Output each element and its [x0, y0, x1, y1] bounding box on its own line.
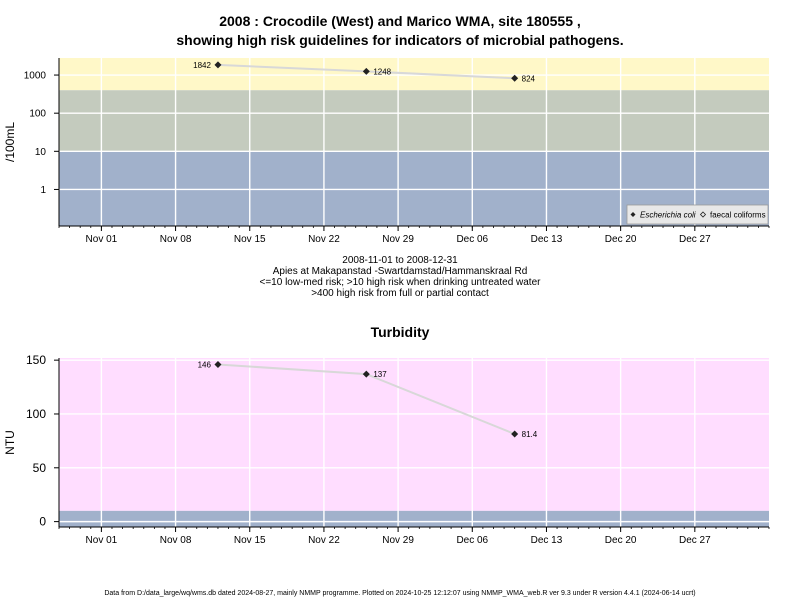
- y-tick-label: 150: [26, 353, 46, 367]
- x-tick-label: Nov 08: [160, 535, 192, 546]
- panel-1: Nov 01 Nov 08 Nov 15 Nov 22 Nov 29 Dec 06 Dec …: [3, 58, 770, 245]
- data-point: [511, 430, 519, 438]
- risk-band: [59, 510, 769, 527]
- data-label: 1842: [193, 61, 211, 70]
- turbidity-title: Turbidity: [370, 324, 430, 340]
- x-tick-label: Nov 01: [86, 535, 118, 546]
- y-tick-label: 0: [39, 515, 46, 529]
- legend: Escherichia coli faecal coliforms: [626, 204, 769, 225]
- data-point: [362, 67, 370, 75]
- data-label: 146: [198, 360, 212, 369]
- x-tick-label: Dec 13: [531, 535, 563, 546]
- data-label: 137: [373, 370, 387, 379]
- chart-title-line2: showing high risk guidelines for indicat…: [176, 32, 624, 48]
- x-tick-label: Dec 27: [679, 535, 711, 546]
- caption-risk-contact: >400 high risk from full or partial cont…: [311, 288, 489, 299]
- x-tick-label: Dec 20: [605, 234, 637, 245]
- data-point: [362, 370, 370, 378]
- footer-note: Data from D:/data_large/wq/wms.db dated …: [104, 590, 696, 597]
- y-tick-label: 10: [35, 147, 47, 158]
- x-tick-label: Nov 22: [308, 234, 340, 245]
- risk-band: [59, 90, 769, 152]
- x-tick-label: Dec 06: [456, 535, 488, 546]
- x-tick-label: Nov 15: [234, 234, 266, 245]
- x-tick-label: Dec 13: [531, 234, 563, 245]
- y-axis-label: /100mL: [3, 122, 17, 162]
- caption-date-range: 2008-11-01 to 2008-12-31: [342, 255, 458, 266]
- y-tick-label: 50: [33, 461, 47, 475]
- risk-band: [59, 358, 769, 511]
- caption-site-name: Apies at Makapanstad -Swartdamstad/Hamma…: [272, 266, 528, 277]
- data-label: 824: [522, 74, 536, 83]
- y-tick-label: 1: [40, 185, 46, 196]
- x-tick-label: Nov 08: [160, 234, 192, 245]
- data-point: [214, 61, 222, 69]
- data-point: [511, 74, 519, 82]
- data-point: [214, 360, 222, 368]
- data-label: 81.4: [522, 430, 538, 439]
- chart-title-line1: 2008 : Crocodile (West) and Marico WMA, …: [219, 13, 581, 29]
- y-tick-label: 100: [26, 407, 46, 421]
- panel-2: Nov 01 Nov 08 Nov 15 Nov 22 Nov 29 Dec 06 Dec …: [3, 353, 770, 546]
- y-tick-label: 100: [29, 109, 46, 120]
- legend-marker-open: [699, 211, 707, 218]
- legend-label: faecal coliforms: [710, 211, 766, 220]
- legend-box: [626, 204, 769, 225]
- x-tick-label: Nov 29: [382, 535, 414, 546]
- x-tick-label: Dec 20: [605, 535, 637, 546]
- x-tick-label: Nov 29: [382, 234, 414, 245]
- caption-risk-drinking: <=10 low-med risk; >10 high risk when dr…: [259, 277, 541, 288]
- y-axis-label: NTU: [3, 430, 17, 455]
- x-tick-label: Nov 01: [86, 234, 118, 245]
- x-tick-label: Nov 15: [234, 535, 266, 546]
- legend-label: Escherichia coli: [640, 211, 696, 220]
- data-label: 1248: [373, 67, 391, 76]
- y-tick-label: 1000: [24, 71, 47, 82]
- x-tick-label: Nov 22: [308, 535, 340, 546]
- x-tick-label: Dec 06: [456, 234, 488, 245]
- x-tick-label: Dec 27: [679, 234, 711, 245]
- legend-marker-filled: [630, 212, 636, 217]
